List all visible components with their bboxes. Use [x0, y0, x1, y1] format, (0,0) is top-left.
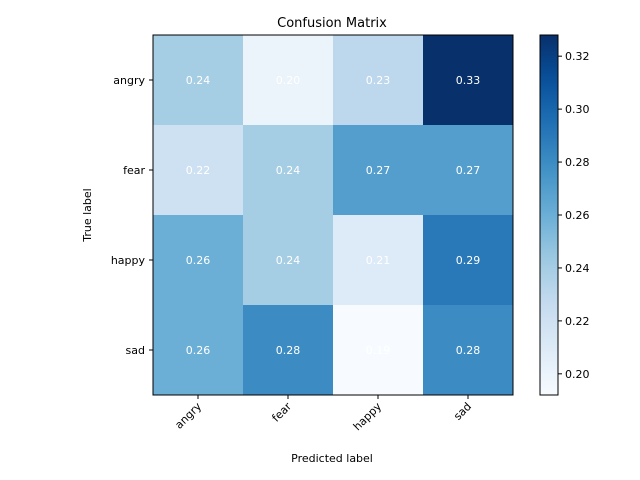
heatmap-cell — [423, 35, 513, 125]
chart-title: Confusion Matrix — [277, 16, 387, 31]
x-tick-label: angry — [172, 400, 204, 432]
heatmap-cell — [243, 215, 333, 305]
heatmap-cell — [333, 125, 423, 215]
cell-value-label: 0.22 — [186, 164, 211, 177]
heatmap-cell — [153, 35, 243, 125]
cell-value-label: 0.28 — [276, 344, 301, 357]
plot-frame — [152, 34, 514, 396]
x-axis-label: Predicted label — [291, 452, 373, 465]
cell-value-label: 0.26 — [186, 344, 211, 357]
x-tick-label: fear — [269, 400, 294, 425]
cell-value-label: 0.33 — [456, 74, 481, 87]
cell-value-label: 0.23 — [366, 74, 391, 87]
cell-value-label: 0.28 — [456, 344, 481, 357]
colorbar-tick-label: 0.20 — [565, 368, 590, 381]
cell-value-label: 0.29 — [456, 254, 481, 267]
cell-value-label: 0.27 — [366, 164, 391, 177]
colorbar-tick-label: 0.32 — [565, 50, 590, 63]
heatmap-cell — [333, 215, 423, 305]
colorbar: 0.20 0.22 0.24 0.26 0.28 0.30 0.32 — [539, 34, 590, 396]
cell-value-label: 0.24 — [276, 254, 301, 267]
heatmap-cell — [243, 305, 333, 395]
y-axis-label: True label — [81, 188, 94, 242]
heatmap-cell — [153, 305, 243, 395]
heatmap-plot: 0.24 0.20 0.23 0.33 0.22 0.24 0.27 0.27 0.26 0.24… — [111, 34, 514, 434]
cell-value-label: 0.24 — [276, 164, 301, 177]
cell-value-label: 0.20 — [276, 74, 301, 87]
x-tick-label: sad — [451, 400, 474, 423]
cell-value-label: 0.24 — [186, 74, 211, 87]
heatmap-cell — [423, 215, 513, 305]
y-tick-label: angry — [113, 74, 145, 87]
heatmap-cell — [423, 305, 513, 395]
heatmap-cell — [243, 125, 333, 215]
colorbar-gradient — [540, 35, 558, 395]
colorbar-tick-label: 0.28 — [565, 156, 590, 169]
cell-value-label: 0.21 — [366, 254, 391, 267]
colorbar-tick-label: 0.24 — [565, 262, 590, 275]
heatmap-cell — [153, 215, 243, 305]
heatmap-cell — [153, 125, 243, 215]
cell-value-label: 0.27 — [456, 164, 481, 177]
heatmap-cell — [333, 305, 423, 395]
x-tick-label: happy — [351, 400, 385, 434]
heatmap-cell — [243, 35, 333, 125]
heatmap-cell — [423, 125, 513, 215]
y-tick-label: fear — [123, 164, 145, 177]
y-tick-label: sad — [126, 344, 145, 357]
colorbar-tick-label: 0.22 — [565, 315, 590, 328]
colorbar-tick-label: 0.26 — [565, 209, 590, 222]
y-tick-label: happy — [111, 254, 146, 267]
cell-value-label: 0.26 — [186, 254, 211, 267]
heatmap-cell — [333, 35, 423, 125]
colorbar-tick-label: 0.30 — [565, 103, 590, 116]
cell-value-label: 0.19 — [366, 344, 391, 357]
